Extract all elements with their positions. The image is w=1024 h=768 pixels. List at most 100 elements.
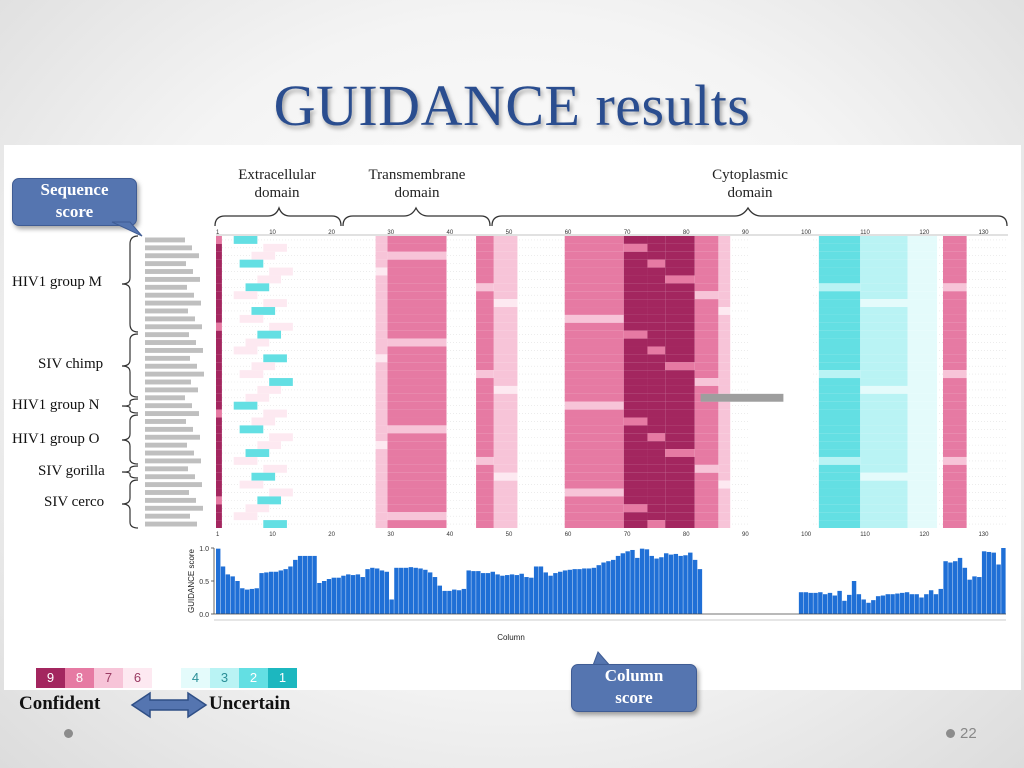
- sequence-score-callout: Sequence score: [12, 178, 137, 226]
- alignment-cell: [623, 251, 648, 260]
- alignment-cell: [942, 472, 967, 481]
- alignment-cell: [476, 322, 494, 331]
- alignment-cell: [942, 464, 967, 473]
- alignment-tick-label: 130: [978, 532, 989, 538]
- alignment-cell: [718, 401, 731, 410]
- alignment-cell: [375, 385, 388, 394]
- column-score-bar: [697, 569, 703, 614]
- column-score-bar: [312, 555, 317, 614]
- alignment-cell: [718, 433, 731, 442]
- sequence-name: [145, 253, 199, 259]
- domain-label-line1: Transmembrane: [368, 167, 466, 183]
- alignment-cell: [493, 236, 518, 244]
- alignment-cell: [216, 354, 222, 363]
- alignment-cell: [623, 330, 648, 339]
- alignment-cell: [860, 267, 908, 276]
- column-score-bar: [847, 594, 852, 614]
- alignment-cell: [476, 283, 494, 292]
- alignment-cell: [375, 330, 388, 339]
- alignment-cell: [493, 275, 518, 284]
- alignment-cell: [942, 307, 967, 315]
- alignment-cell: [665, 520, 695, 528]
- alignment-cell: [665, 314, 695, 323]
- column-score-bar: [890, 594, 895, 614]
- alignment-cell: [818, 307, 861, 315]
- sequence-name: [145, 371, 204, 377]
- alignment-cell: [564, 267, 624, 276]
- alignment-cell: [718, 472, 731, 481]
- alignment-cell: [564, 441, 624, 450]
- column-score-bar: [480, 573, 486, 614]
- sequence-name: [145, 387, 198, 393]
- alignment-cell: [718, 267, 731, 276]
- alignment-cell: [476, 425, 494, 434]
- alignment-cell: [665, 259, 695, 268]
- y-axis-label: GUIDANCE score: [187, 548, 196, 613]
- alignment-tick-label: 90: [742, 230, 749, 236]
- alignment-cell: [493, 401, 518, 410]
- alignment-cell: [387, 496, 447, 505]
- column-score-bar: [442, 590, 447, 614]
- alignment-cell: [942, 401, 967, 410]
- alignment-cell: [493, 480, 518, 489]
- alignment-cell: [860, 307, 908, 315]
- alignment-cell: [694, 236, 719, 244]
- alignment-cell: [564, 456, 624, 465]
- alignment-cell: [860, 409, 908, 418]
- alignment-cell: [493, 385, 518, 394]
- alignment-cell: [718, 496, 731, 505]
- alignment-cell: [269, 322, 293, 331]
- sequence-name: [145, 300, 201, 306]
- column-score-bar: [596, 565, 601, 614]
- column-score-bar: [466, 570, 471, 614]
- alignment-cell: [623, 433, 648, 442]
- alignment-cell: [387, 259, 447, 268]
- alignment-cell: [665, 354, 695, 363]
- column-score-bar: [938, 588, 943, 614]
- alignment-cell: [216, 496, 222, 505]
- alignment-cell: [387, 291, 447, 300]
- column-score-bar: [827, 592, 833, 614]
- scale-cell: 2: [239, 668, 268, 688]
- alignment-cell: [476, 520, 494, 528]
- alignment-cell: [942, 338, 967, 347]
- alignment-cell: [942, 283, 967, 292]
- alignment-cell: [375, 480, 388, 489]
- alignment-cell: [818, 354, 861, 363]
- alignment-cell: [375, 299, 388, 308]
- alignment-cell: [387, 433, 447, 442]
- domain-label-line1: Cytoplasmic: [712, 167, 788, 183]
- column-score-bar: [678, 555, 683, 614]
- alignment-tick-label: 10: [269, 532, 276, 538]
- slide-dot-left: [64, 729, 73, 738]
- alignment-cell: [375, 307, 388, 315]
- column-score-bar: [278, 570, 284, 614]
- alignment-cell: [476, 362, 494, 371]
- alignment-cell: [493, 393, 518, 402]
- alignment-cell: [694, 307, 719, 315]
- column-score-bar: [900, 592, 905, 614]
- alignment-cell: [493, 314, 518, 323]
- alignment-cell: [665, 307, 695, 315]
- column-score-bar: [798, 592, 804, 614]
- alignment-cell: [476, 393, 494, 402]
- alignment-cell: [860, 243, 908, 252]
- column-score-bar: [427, 572, 433, 614]
- alignment-cell: [564, 504, 624, 513]
- alignment-cell: [233, 512, 258, 521]
- alignment-cell: [907, 378, 938, 386]
- alignment-tick-label: 100: [801, 532, 812, 538]
- alignment-cell: [665, 496, 695, 505]
- alignment-cell: [907, 433, 938, 442]
- alignment-tick-label: 60: [565, 532, 572, 538]
- alignment-cell: [647, 417, 666, 426]
- alignment-cell: [942, 449, 967, 457]
- alignment-cell: [718, 338, 731, 347]
- alignment-cell: [718, 307, 731, 315]
- alignment-cell: [493, 378, 518, 386]
- column-score-bar: [644, 549, 650, 614]
- alignment-cell: [907, 441, 938, 450]
- alignment-cell: [476, 330, 494, 339]
